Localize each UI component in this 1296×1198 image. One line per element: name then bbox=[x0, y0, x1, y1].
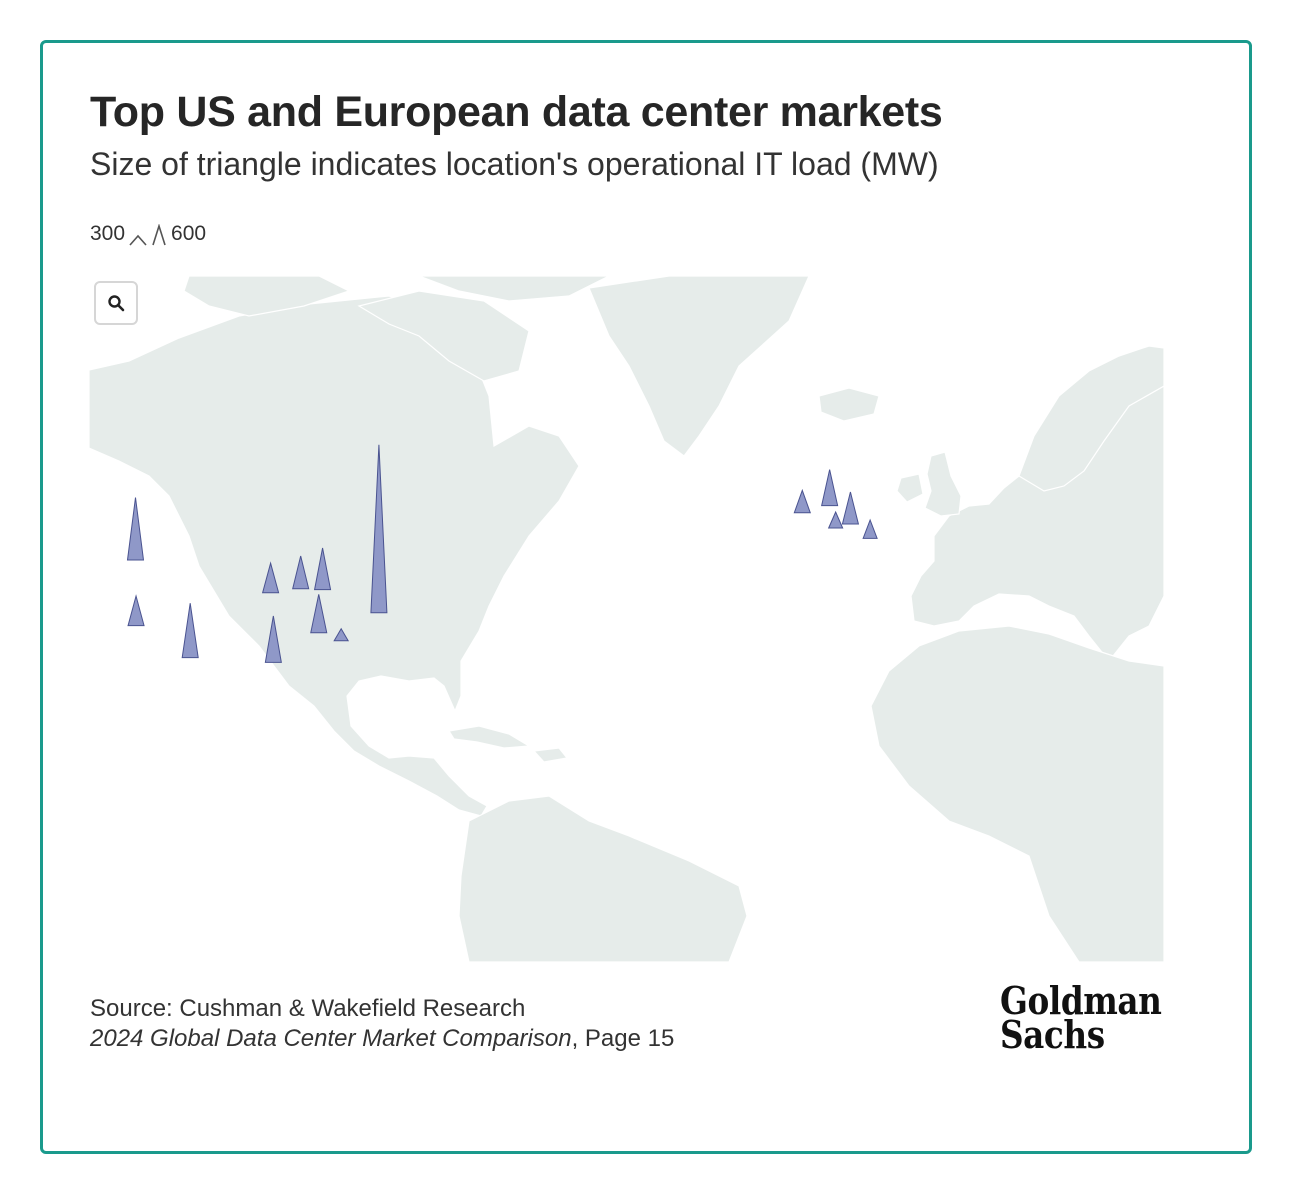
land-cuba bbox=[448, 725, 531, 749]
land-ireland bbox=[896, 473, 924, 503]
search-icon bbox=[108, 295, 125, 312]
market-triangle-1[interactable] bbox=[126, 497, 145, 561]
land-arctic-islands bbox=[183, 276, 351, 317]
goldman-sachs-logo: Goldman Sachs bbox=[1000, 978, 1162, 1057]
size-legend-large-triangle bbox=[152, 224, 166, 246]
publication-line: 2024 Global Data Center Market Compariso… bbox=[90, 1024, 674, 1054]
market-triangle-3[interactable] bbox=[181, 603, 199, 659]
land-ellesmere bbox=[418, 276, 610, 302]
logo-line-1: Goldman bbox=[1000, 978, 1162, 1023]
land-north-america bbox=[89, 295, 580, 817]
size-legend-max-label: 600 bbox=[171, 222, 207, 245]
land-iceland bbox=[818, 387, 880, 422]
market-markers bbox=[126, 444, 878, 663]
size-legend: 300 600 bbox=[90, 216, 206, 246]
publication-page: , Page 15 bbox=[571, 1025, 675, 1052]
chart-subtitle: Size of triangle indicates location's op… bbox=[90, 146, 939, 182]
land-south-america bbox=[458, 795, 748, 962]
publication-title: 2024 Global Data Center Market Compariso… bbox=[90, 1025, 572, 1052]
market-triangle-11[interactable] bbox=[793, 488, 811, 514]
land-great-britain bbox=[924, 451, 962, 517]
market-triangle-5[interactable] bbox=[264, 615, 282, 663]
market-triangle-12[interactable] bbox=[821, 469, 839, 507]
market-triangle-2[interactable] bbox=[127, 594, 145, 627]
land-scandinavia bbox=[1018, 345, 1164, 492]
source-note: Source: Cushman & Wakefield Research 202… bbox=[90, 994, 674, 1054]
land-africa bbox=[870, 625, 1164, 962]
market-triangle-14[interactable] bbox=[841, 491, 860, 525]
size-legend-min-label: 300 bbox=[90, 222, 126, 245]
logo-line-2: Sachs bbox=[1000, 1012, 1105, 1057]
zoom-button[interactable] bbox=[94, 281, 138, 325]
market-triangle-13[interactable] bbox=[827, 510, 844, 529]
land-baffin bbox=[357, 290, 530, 382]
world-map[interactable] bbox=[89, 276, 1164, 962]
size-legend-small-triangle bbox=[129, 234, 147, 246]
market-triangle-7[interactable] bbox=[313, 547, 332, 591]
market-triangle-4[interactable] bbox=[261, 561, 280, 594]
land-greenland bbox=[588, 276, 810, 457]
chart-title: Top US and European data center markets bbox=[90, 88, 943, 136]
market-triangle-6[interactable] bbox=[292, 555, 310, 590]
land-hispaniola bbox=[532, 747, 569, 763]
market-triangle-15[interactable] bbox=[862, 518, 878, 539]
market-triangle-10[interactable] bbox=[370, 444, 388, 614]
source-line: Source: Cushman & Wakefield Research bbox=[90, 995, 526, 1022]
market-triangle-8[interactable] bbox=[310, 594, 328, 634]
market-triangle-9[interactable] bbox=[333, 627, 350, 642]
land-masses bbox=[89, 276, 1164, 962]
